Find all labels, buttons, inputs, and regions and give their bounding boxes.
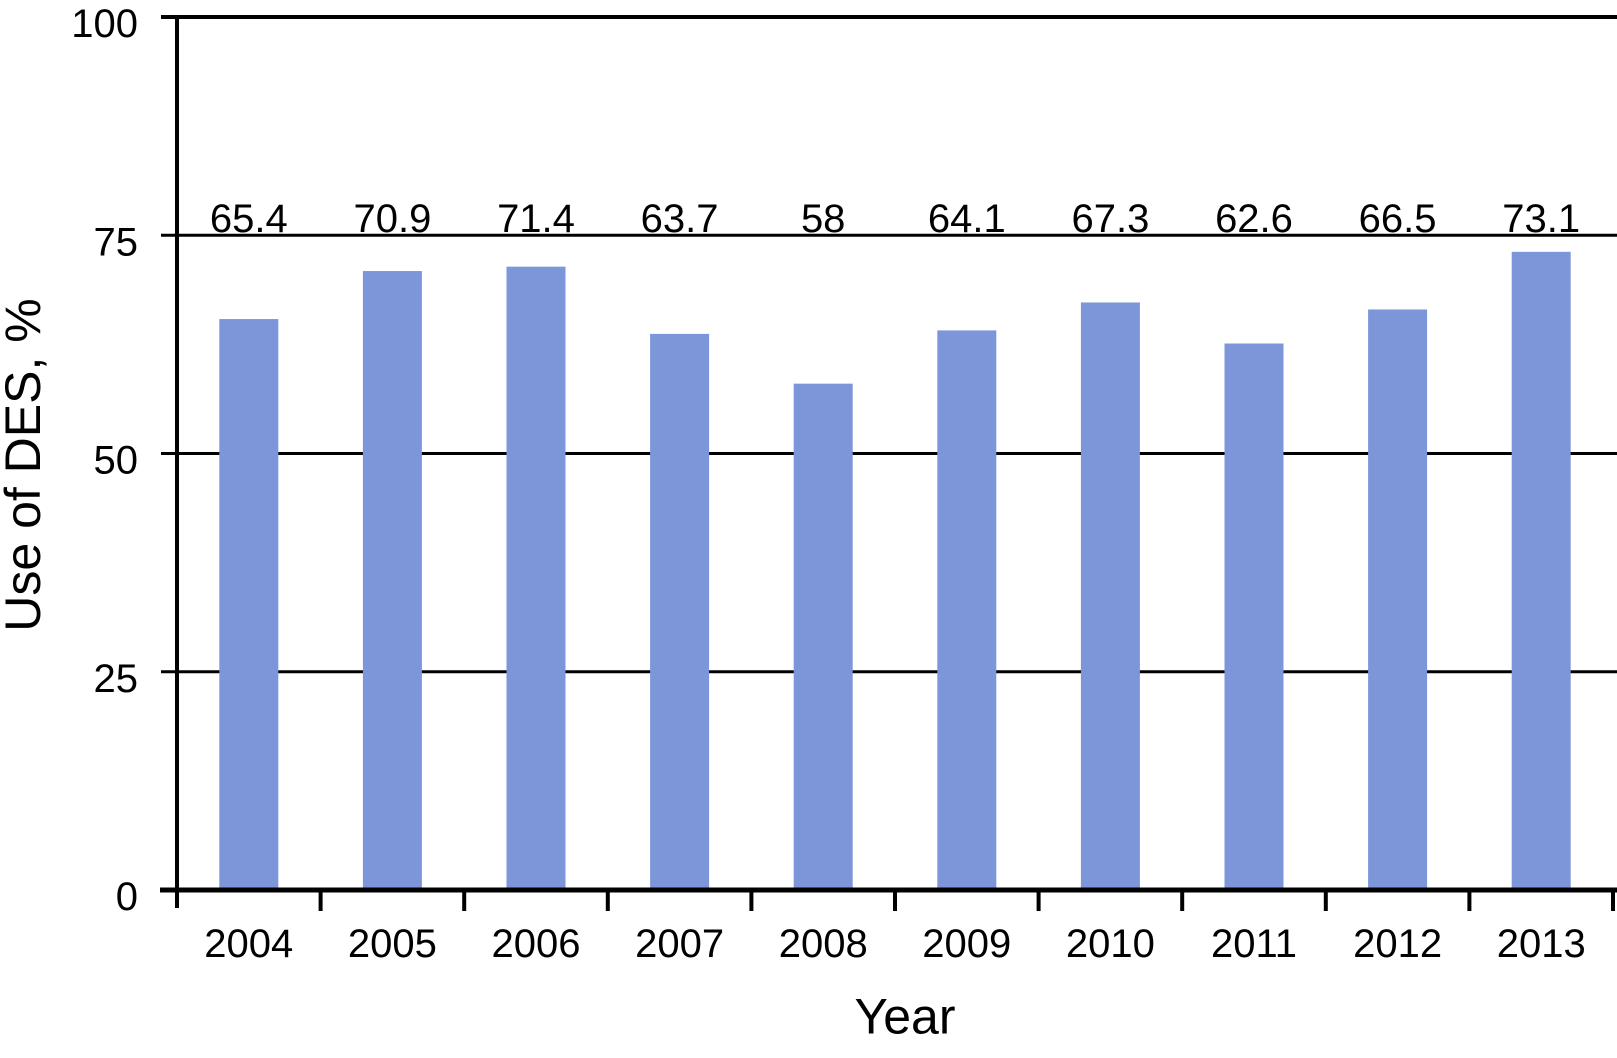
x-tick-label-2007: 2007 [635, 922, 724, 966]
x-tick-label-2009: 2009 [922, 922, 1011, 966]
y-axis-title: Use of DES, % [0, 298, 51, 631]
x-tick-label-2012: 2012 [1353, 922, 1442, 966]
x-tick-label-2013: 2013 [1497, 922, 1586, 966]
y-tick-label-75: 75 [94, 220, 139, 264]
x-axis-title: Year [854, 989, 955, 1045]
bar-2009 [937, 330, 997, 891]
bar-2008 [793, 383, 853, 890]
bar-2012 [1368, 309, 1428, 891]
value-label-2007: 63.7 [641, 197, 719, 241]
y-tick-label-100: 100 [71, 2, 138, 46]
value-label-2004: 65.4 [210, 197, 288, 241]
bar-2004 [219, 319, 279, 891]
x-tick-label-2010: 2010 [1066, 922, 1155, 966]
value-label-2010: 67.3 [1071, 197, 1149, 241]
bar-2007 [650, 333, 710, 890]
x-tick-label-2008: 2008 [779, 922, 868, 966]
value-label-2012: 66.5 [1359, 197, 1437, 241]
bar-2010 [1080, 302, 1140, 890]
y-tick-label-25: 25 [94, 657, 139, 701]
bar-2006 [506, 266, 566, 891]
x-tick-label-2005: 2005 [348, 922, 437, 966]
y-tick-label-50: 50 [94, 439, 139, 483]
bar-2011 [1224, 343, 1284, 890]
x-tick-label-2004: 2004 [204, 922, 293, 966]
value-label-2011: 62.6 [1215, 197, 1293, 241]
value-label-2013: 73.1 [1502, 197, 1580, 241]
y-tick-label-0: 0 [116, 875, 138, 919]
value-label-2006: 71.4 [497, 197, 575, 241]
value-label-2009: 64.1 [928, 197, 1006, 241]
x-tick-label-2011: 2011 [1211, 922, 1297, 966]
bar-2005 [362, 271, 422, 891]
x-tick-label-2006: 2006 [492, 922, 581, 966]
value-label-2005: 70.9 [353, 197, 431, 241]
bar-2013 [1511, 251, 1571, 890]
value-label-2008: 58 [801, 197, 846, 241]
